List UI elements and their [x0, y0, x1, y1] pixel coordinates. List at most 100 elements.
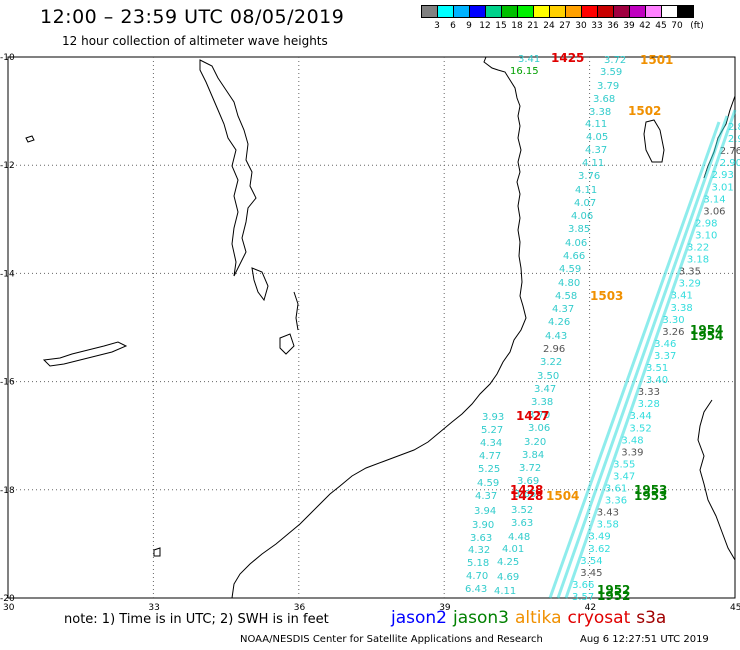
cryosat-value: 4.70 [466, 571, 488, 582]
legend-label: 39 [623, 21, 635, 31]
legend-label: 18 [511, 21, 523, 31]
jason3-value: 3.51 [646, 363, 668, 374]
latitude-label: -14 [0, 269, 15, 279]
legend-label: 24 [543, 21, 555, 31]
altika-value: 3.70 [528, 410, 550, 421]
altika-value: 3.63 [511, 518, 533, 529]
satellite-jason2: jason2 [391, 608, 447, 628]
altika-value: 3.47 [534, 384, 556, 395]
legend-unit: (ft) [690, 21, 704, 31]
map-frame [7, 56, 736, 599]
altika-value: 3.06 [528, 423, 550, 434]
pass-time-label: 1952 [597, 589, 630, 603]
map-subtitle: 12 hour collection of altimeter wave hei… [62, 34, 328, 48]
altika-value: 2.96 [543, 344, 565, 355]
altika-value: 3.76 [578, 171, 600, 182]
altika-value: 3.84 [522, 450, 544, 461]
altika-value: 4.11 [494, 586, 516, 597]
legend-label: 45 [655, 21, 667, 31]
latitude-label: -12 [0, 161, 15, 171]
pass-time-label: 1427 [516, 409, 549, 423]
altika-value: 3.50 [537, 371, 559, 382]
pass-time-label: 1502 [628, 104, 661, 118]
legend-label: 27 [559, 21, 571, 31]
cryosat-value: 3.94 [474, 506, 496, 517]
jason3-value: 3.38 [670, 303, 692, 314]
pass-time-label: 1953 [634, 489, 667, 503]
legend-label: 70 [671, 21, 683, 31]
color-scale-labels: 3 6 9 12 15 18 21 24 27 30 33 36 39 42 45 70 (ft) [421, 21, 704, 35]
altika-value: 4.25 [497, 557, 519, 568]
jason3-value: 3.14 [703, 194, 725, 205]
longitude-label: 39 [439, 603, 451, 613]
altika-value: 4.01 [502, 544, 524, 555]
jason3-value: 3.46 [654, 339, 676, 350]
legend-label: 6 [450, 21, 456, 31]
jason3-value: 3.33 [638, 387, 660, 398]
credit-line: NOAA/NESDIS Center for Satellite Applica… [240, 634, 543, 645]
pass-time-label: 1954 [690, 329, 723, 343]
longitude-label: 33 [148, 603, 159, 613]
jason3-value: 3.54 [580, 556, 602, 567]
altika-value: 3.68 [593, 94, 615, 105]
altika-value: 3.69 [517, 476, 539, 487]
jason3-value: 2.76 [720, 146, 740, 157]
cryosat-value: 3.90 [472, 520, 494, 531]
legend-label: 42 [639, 21, 651, 31]
altika-value: 3.38 [531, 397, 553, 408]
pass-time-label: 1501 [640, 53, 673, 67]
altimeter-observations: 3.4116.153.723.593.793.683.384.114.054.3… [465, 54, 740, 603]
latitude-label: -18 [0, 486, 15, 496]
altika-value: 3.52 [511, 505, 533, 516]
legend-label: 30 [575, 21, 587, 31]
altika-value: 4.11 [575, 185, 597, 196]
jason3-value: 3.35 [679, 267, 701, 278]
pass-time-labels: 1425 1501 1502 1503 1427 1428 1504 1954 1953 1952… [510, 51, 723, 603]
altika-value: 4.66 [563, 251, 585, 262]
longitude-label: 42 [585, 603, 596, 613]
observation-value: 3.41 [518, 54, 540, 65]
legend-label: 9 [466, 21, 472, 31]
jason3-value: 3.58 [597, 520, 619, 531]
longitude-label: 36 [294, 603, 306, 613]
jason3-value: 3.37 [654, 351, 676, 362]
satellite-s3a: s3a [636, 608, 667, 628]
jason3-value: 3.49 [589, 532, 611, 543]
jason3-value: 3.36 [605, 496, 627, 507]
jason3-value: 2.92 [728, 134, 740, 145]
cryosat-value: 4.37 [475, 491, 497, 502]
jason3-value: 3.45 [580, 568, 602, 579]
altika-value: 3.72 [604, 55, 626, 66]
altika-value: 4.07 [574, 198, 596, 209]
cryosat-value: 4.77 [479, 451, 501, 462]
satellite-cryosat: cryosat [567, 608, 631, 628]
altika-value: 4.69 [497, 572, 519, 583]
jason3-value: 3.57 [572, 592, 594, 603]
jason3-value: 3.43 [597, 508, 619, 519]
cryosat-value: 6.43 [465, 584, 487, 595]
pass-time-label-overprint: 1428 [510, 483, 543, 497]
altika-value: 4.05 [586, 132, 608, 143]
jason3-value: 3.30 [662, 315, 684, 326]
legend-label: 12 [479, 21, 491, 31]
cryosat-value: 4.32 [468, 545, 490, 556]
altika-value: 4.06 [565, 238, 587, 249]
jason3-value: 3.55 [613, 459, 635, 470]
jason3-value: 3.39 [621, 447, 643, 458]
jason3-value: 3.66 [572, 580, 594, 591]
latitude-label: -10 [0, 53, 15, 63]
jason3-value: 3.52 [629, 423, 651, 434]
jason3-value: 3.62 [588, 544, 610, 555]
lake-chilwa [279, 333, 295, 355]
jason3-track-band [564, 109, 737, 599]
altika-value: 4.11 [585, 119, 607, 130]
jason3-value: 3.29 [679, 279, 701, 290]
cryosat-value: 4.59 [477, 478, 499, 489]
jason3-value: 3.61 [605, 484, 627, 495]
latitude-label: -20 [0, 594, 15, 604]
island-mayotte [643, 119, 665, 163]
jason3-value: 3.10 [695, 230, 717, 241]
pass-time-label-overprint: 1954 [690, 323, 723, 337]
